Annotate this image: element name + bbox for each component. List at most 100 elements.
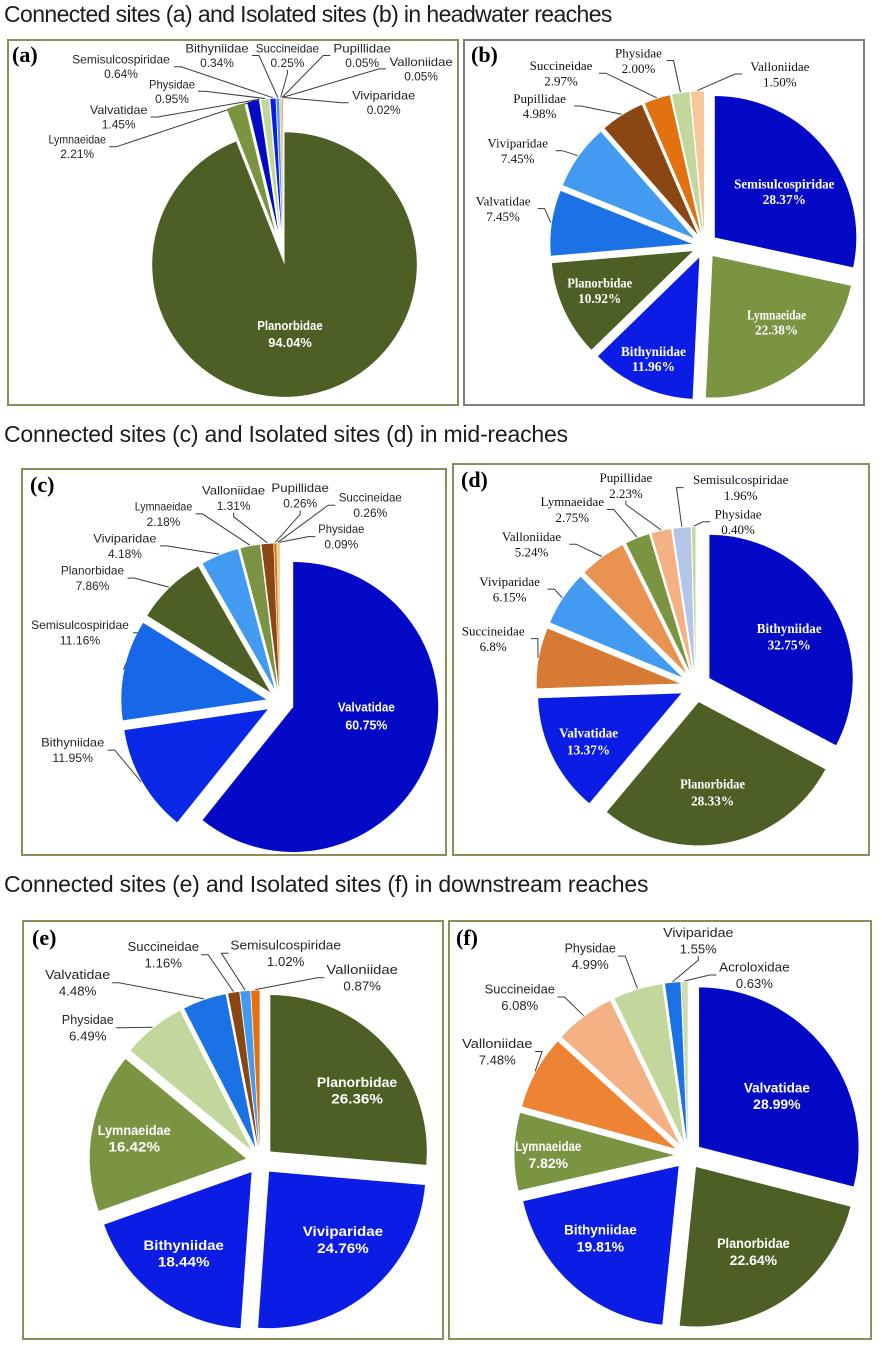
svg-text:Succineidae: Succineidae xyxy=(128,939,200,954)
svg-text:6.49%: 6.49% xyxy=(69,1029,107,1044)
svg-text:1.45%: 1.45% xyxy=(102,117,136,131)
svg-text:Viviparidae: Viviparidae xyxy=(352,89,416,103)
svg-text:16.42%: 16.42% xyxy=(108,1139,160,1155)
svg-text:Valvatidae: Valvatidae xyxy=(559,726,618,741)
svg-text:Planorbidae: Planorbidae xyxy=(317,1074,398,1090)
svg-text:Bithyniidae: Bithyniidae xyxy=(621,344,686,359)
svg-text:1.16%: 1.16% xyxy=(145,956,183,971)
svg-text:4.18%: 4.18% xyxy=(108,547,142,561)
svg-text:0.95%: 0.95% xyxy=(155,92,189,106)
svg-text:2.23%: 2.23% xyxy=(609,486,643,501)
svg-text:Valloniidae: Valloniidae xyxy=(202,483,266,497)
svg-text:Pupillidae: Pupillidae xyxy=(271,481,329,495)
svg-text:Physidae: Physidae xyxy=(565,940,616,955)
svg-text:Bithyniidae: Bithyniidae xyxy=(757,621,822,636)
svg-text:19.81%: 19.81% xyxy=(577,1240,624,1255)
svg-text:Physidae: Physidae xyxy=(715,506,762,521)
svg-text:0.26%: 0.26% xyxy=(353,506,387,520)
svg-text:1.96%: 1.96% xyxy=(724,488,758,503)
svg-text:Lymnaeidae: Lymnaeidae xyxy=(515,1139,581,1154)
svg-text:1.55%: 1.55% xyxy=(680,942,717,957)
svg-text:2.21%: 2.21% xyxy=(60,147,94,161)
svg-text:11.95%: 11.95% xyxy=(52,751,93,765)
svg-text:0.64%: 0.64% xyxy=(104,67,138,81)
svg-text:28.99%: 28.99% xyxy=(753,1097,800,1112)
svg-text:7.48%: 7.48% xyxy=(479,1052,516,1067)
svg-text:7.45%: 7.45% xyxy=(486,209,520,224)
svg-text:Valvatidae: Valvatidae xyxy=(90,103,148,117)
svg-text:Planorbidae: Planorbidae xyxy=(680,777,745,792)
svg-text:7.82%: 7.82% xyxy=(529,1156,569,1171)
svg-text:32.75%: 32.75% xyxy=(768,638,811,653)
svg-text:Semisulcospiridae: Semisulcospiridae xyxy=(734,177,834,192)
svg-text:Pupillidae: Pupillidae xyxy=(333,41,391,55)
svg-text:Physidae: Physidae xyxy=(62,1012,114,1027)
svg-text:Planorbidae: Planorbidae xyxy=(717,1236,790,1251)
svg-text:Viviparidae: Viviparidae xyxy=(487,136,548,151)
svg-text:2.00%: 2.00% xyxy=(622,61,656,76)
svg-text:Valvatidae: Valvatidae xyxy=(45,967,110,982)
svg-text:24.76%: 24.76% xyxy=(317,1240,369,1256)
svg-text:Lymnaeidae: Lymnaeidae xyxy=(48,133,106,147)
svg-text:Succineidae: Succineidae xyxy=(339,491,403,505)
svg-text:28.37%: 28.37% xyxy=(763,192,806,207)
svg-text:Viviparidae: Viviparidae xyxy=(479,574,540,589)
svg-text:6.08%: 6.08% xyxy=(501,998,538,1013)
svg-text:Physidae: Physidae xyxy=(149,77,195,91)
svg-text:1.02%: 1.02% xyxy=(267,954,305,969)
svg-text:Planorbidae: Planorbidae xyxy=(567,276,632,291)
svg-text:7.86%: 7.86% xyxy=(76,579,110,593)
svg-text:Succineidae: Succineidae xyxy=(256,41,320,55)
svg-text:4.99%: 4.99% xyxy=(572,957,609,972)
svg-text:0.05%: 0.05% xyxy=(404,69,438,83)
svg-text:5.24%: 5.24% xyxy=(515,545,549,560)
svg-text:22.38%: 22.38% xyxy=(755,323,798,338)
svg-text:6.15%: 6.15% xyxy=(493,590,527,605)
svg-text:Pupillidae: Pupillidae xyxy=(600,470,653,485)
svg-text:10.92%: 10.92% xyxy=(578,291,621,306)
svg-text:Physidae: Physidae xyxy=(318,522,364,536)
svg-text:Bithyniidae: Bithyniidae xyxy=(564,1223,637,1238)
svg-text:Lymnaeidae: Lymnaeidae xyxy=(98,1122,171,1138)
svg-text:Planorbidae: Planorbidae xyxy=(257,318,323,333)
svg-text:Lymnaeidae: Lymnaeidae xyxy=(747,307,806,322)
svg-text:Viviparidae: Viviparidae xyxy=(663,925,733,940)
svg-text:Pupillidae: Pupillidae xyxy=(513,91,566,106)
svg-text:13.37%: 13.37% xyxy=(567,742,610,757)
svg-text:28.33%: 28.33% xyxy=(691,793,734,808)
svg-text:94.04%: 94.04% xyxy=(268,335,312,350)
svg-text:Bithyniidae: Bithyniidae xyxy=(144,1237,225,1253)
svg-text:4.48%: 4.48% xyxy=(59,984,97,999)
svg-text:22.64%: 22.64% xyxy=(730,1253,777,1268)
svg-text:0.87%: 0.87% xyxy=(343,979,381,994)
svg-text:6.8%: 6.8% xyxy=(480,639,507,654)
svg-text:0.05%: 0.05% xyxy=(345,56,379,70)
svg-text:Valloniidae: Valloniidae xyxy=(326,962,398,977)
svg-text:0.26%: 0.26% xyxy=(283,497,317,511)
svg-text:Semisulcospiridae: Semisulcospiridae xyxy=(72,53,170,67)
svg-text:Semisulcospiridae: Semisulcospiridae xyxy=(693,472,789,487)
svg-text:2.97%: 2.97% xyxy=(544,74,578,89)
svg-text:Semisulcospiridae: Semisulcospiridae xyxy=(230,937,341,952)
svg-text:Valloniidae: Valloniidae xyxy=(462,1036,532,1051)
svg-text:Semisulcospiridae: Semisulcospiridae xyxy=(31,618,129,632)
svg-text:Valloniidae: Valloniidae xyxy=(750,59,809,74)
svg-text:Valloniidae: Valloniidae xyxy=(502,529,561,544)
svg-text:Bithyniidae: Bithyniidae xyxy=(185,41,249,55)
svg-text:Bithyniidae: Bithyniidae xyxy=(41,736,105,750)
svg-text:Viviparidae: Viviparidae xyxy=(93,531,157,545)
svg-text:1.31%: 1.31% xyxy=(217,499,251,513)
svg-text:0.02%: 0.02% xyxy=(367,103,401,117)
svg-text:Lymnaeidae: Lymnaeidae xyxy=(135,499,193,513)
svg-text:Viviparidae: Viviparidae xyxy=(303,1223,384,1239)
svg-text:1.50%: 1.50% xyxy=(763,74,797,89)
svg-text:0.40%: 0.40% xyxy=(721,522,755,537)
svg-text:Valloniidae: Valloniidae xyxy=(390,55,454,69)
svg-text:Valvatidae: Valvatidae xyxy=(476,193,531,208)
svg-text:0.34%: 0.34% xyxy=(200,56,234,70)
svg-text:0.63%: 0.63% xyxy=(736,976,773,991)
svg-text:60.75%: 60.75% xyxy=(345,718,387,733)
svg-text:2.18%: 2.18% xyxy=(147,515,181,529)
svg-text:Valvatidae: Valvatidae xyxy=(744,1080,810,1095)
svg-text:Succineidae: Succineidae xyxy=(462,623,525,638)
